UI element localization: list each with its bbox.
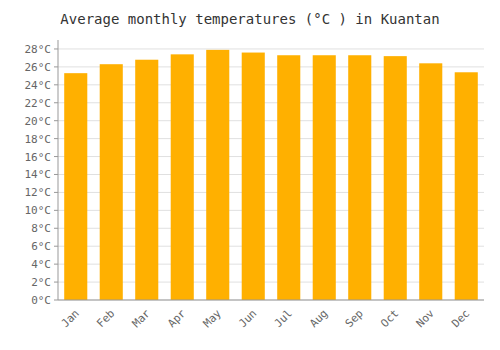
- chart-title: Average monthly temperatures (°C ) in Ku…: [60, 11, 439, 27]
- x-axis-line: [58, 300, 484, 301]
- x-tick-label: May: [201, 307, 225, 331]
- bar: [100, 64, 123, 300]
- y-tick-label: 8°C: [31, 222, 51, 235]
- y-tick-label: 26°C: [25, 61, 52, 74]
- x-tick-label: Nov: [414, 307, 438, 331]
- y-tick-label: 24°C: [25, 79, 52, 92]
- grid-line: [58, 48, 484, 49]
- bar: [206, 50, 229, 300]
- bars: [64, 50, 478, 300]
- y-tick-label: 14°C: [25, 168, 52, 181]
- x-tick-label: Oct: [378, 307, 401, 330]
- x-tick-labels: Jan Feb Mar Apr May Jun Jul Aug Sep Oct Nov Dec: [59, 307, 473, 331]
- y-tick: [54, 102, 58, 103]
- bar: [242, 53, 265, 300]
- y-tick-label: 22°C: [25, 97, 52, 110]
- y-tick-label: 12°C: [25, 186, 52, 199]
- y-tick-label: 20°C: [25, 115, 52, 128]
- x-tick-label: Sep: [343, 307, 366, 330]
- bar: [135, 60, 158, 300]
- y-tick-labels: 0°C 2°C 4°C 6°C 8°C 10°C 12°C 14°C 16°C 18°C 20°C 2…: [25, 43, 59, 307]
- y-tick-label: 6°C: [31, 240, 51, 253]
- x-tick-label: Jan: [59, 307, 82, 330]
- y-axis-line: [58, 40, 59, 300]
- x-tick-label: Feb: [94, 307, 117, 330]
- x-tick-label: Dec: [449, 307, 472, 330]
- bar: [64, 73, 87, 300]
- y-tick: [54, 264, 58, 265]
- y-tick: [54, 246, 58, 247]
- y-tick: [54, 192, 58, 193]
- y-tick: [54, 84, 58, 85]
- chart-container: 0°C 2°C 4°C 6°C 8°C 10°C 12°C 14°C 16°C 18°C 20°C 2…: [0, 0, 500, 350]
- y-grid: [58, 49, 484, 300]
- y-tick-label: 16°C: [25, 151, 52, 164]
- y-tick-label: 0°C: [31, 294, 51, 307]
- y-tick: [54, 138, 58, 139]
- bar: [419, 63, 442, 300]
- bar: [384, 56, 407, 300]
- chart-svg: 0°C 2°C 4°C 6°C 8°C 10°C 12°C 14°C 16°C 18°C 20°C 2…: [0, 0, 500, 350]
- y-tick: [54, 210, 58, 211]
- y-tick: [54, 156, 58, 157]
- y-tick-label: 10°C: [25, 204, 52, 217]
- y-tick: [54, 120, 58, 121]
- bar: [277, 55, 300, 300]
- x-tick-label: Jul: [272, 307, 295, 330]
- y-tick-label: 28°C: [25, 43, 52, 56]
- x-tick-label: Aug: [307, 307, 330, 330]
- y-tick-label: 4°C: [31, 258, 51, 271]
- x-tick-label: Jun: [236, 307, 259, 330]
- y-tick: [54, 300, 58, 301]
- bar: [455, 72, 478, 300]
- y-tick: [54, 66, 58, 67]
- bar: [348, 55, 371, 300]
- x-tick-label: Apr: [165, 307, 189, 331]
- grid-line: [58, 300, 484, 301]
- y-tick-label: 2°C: [31, 276, 51, 289]
- y-tick: [54, 228, 58, 229]
- y-tick: [54, 174, 58, 175]
- y-tick: [54, 282, 58, 283]
- bar: [313, 55, 336, 300]
- x-tick-label: Mar: [130, 307, 154, 331]
- y-tick: [54, 48, 58, 49]
- y-tick-label: 18°C: [25, 133, 52, 146]
- bar: [171, 54, 194, 300]
